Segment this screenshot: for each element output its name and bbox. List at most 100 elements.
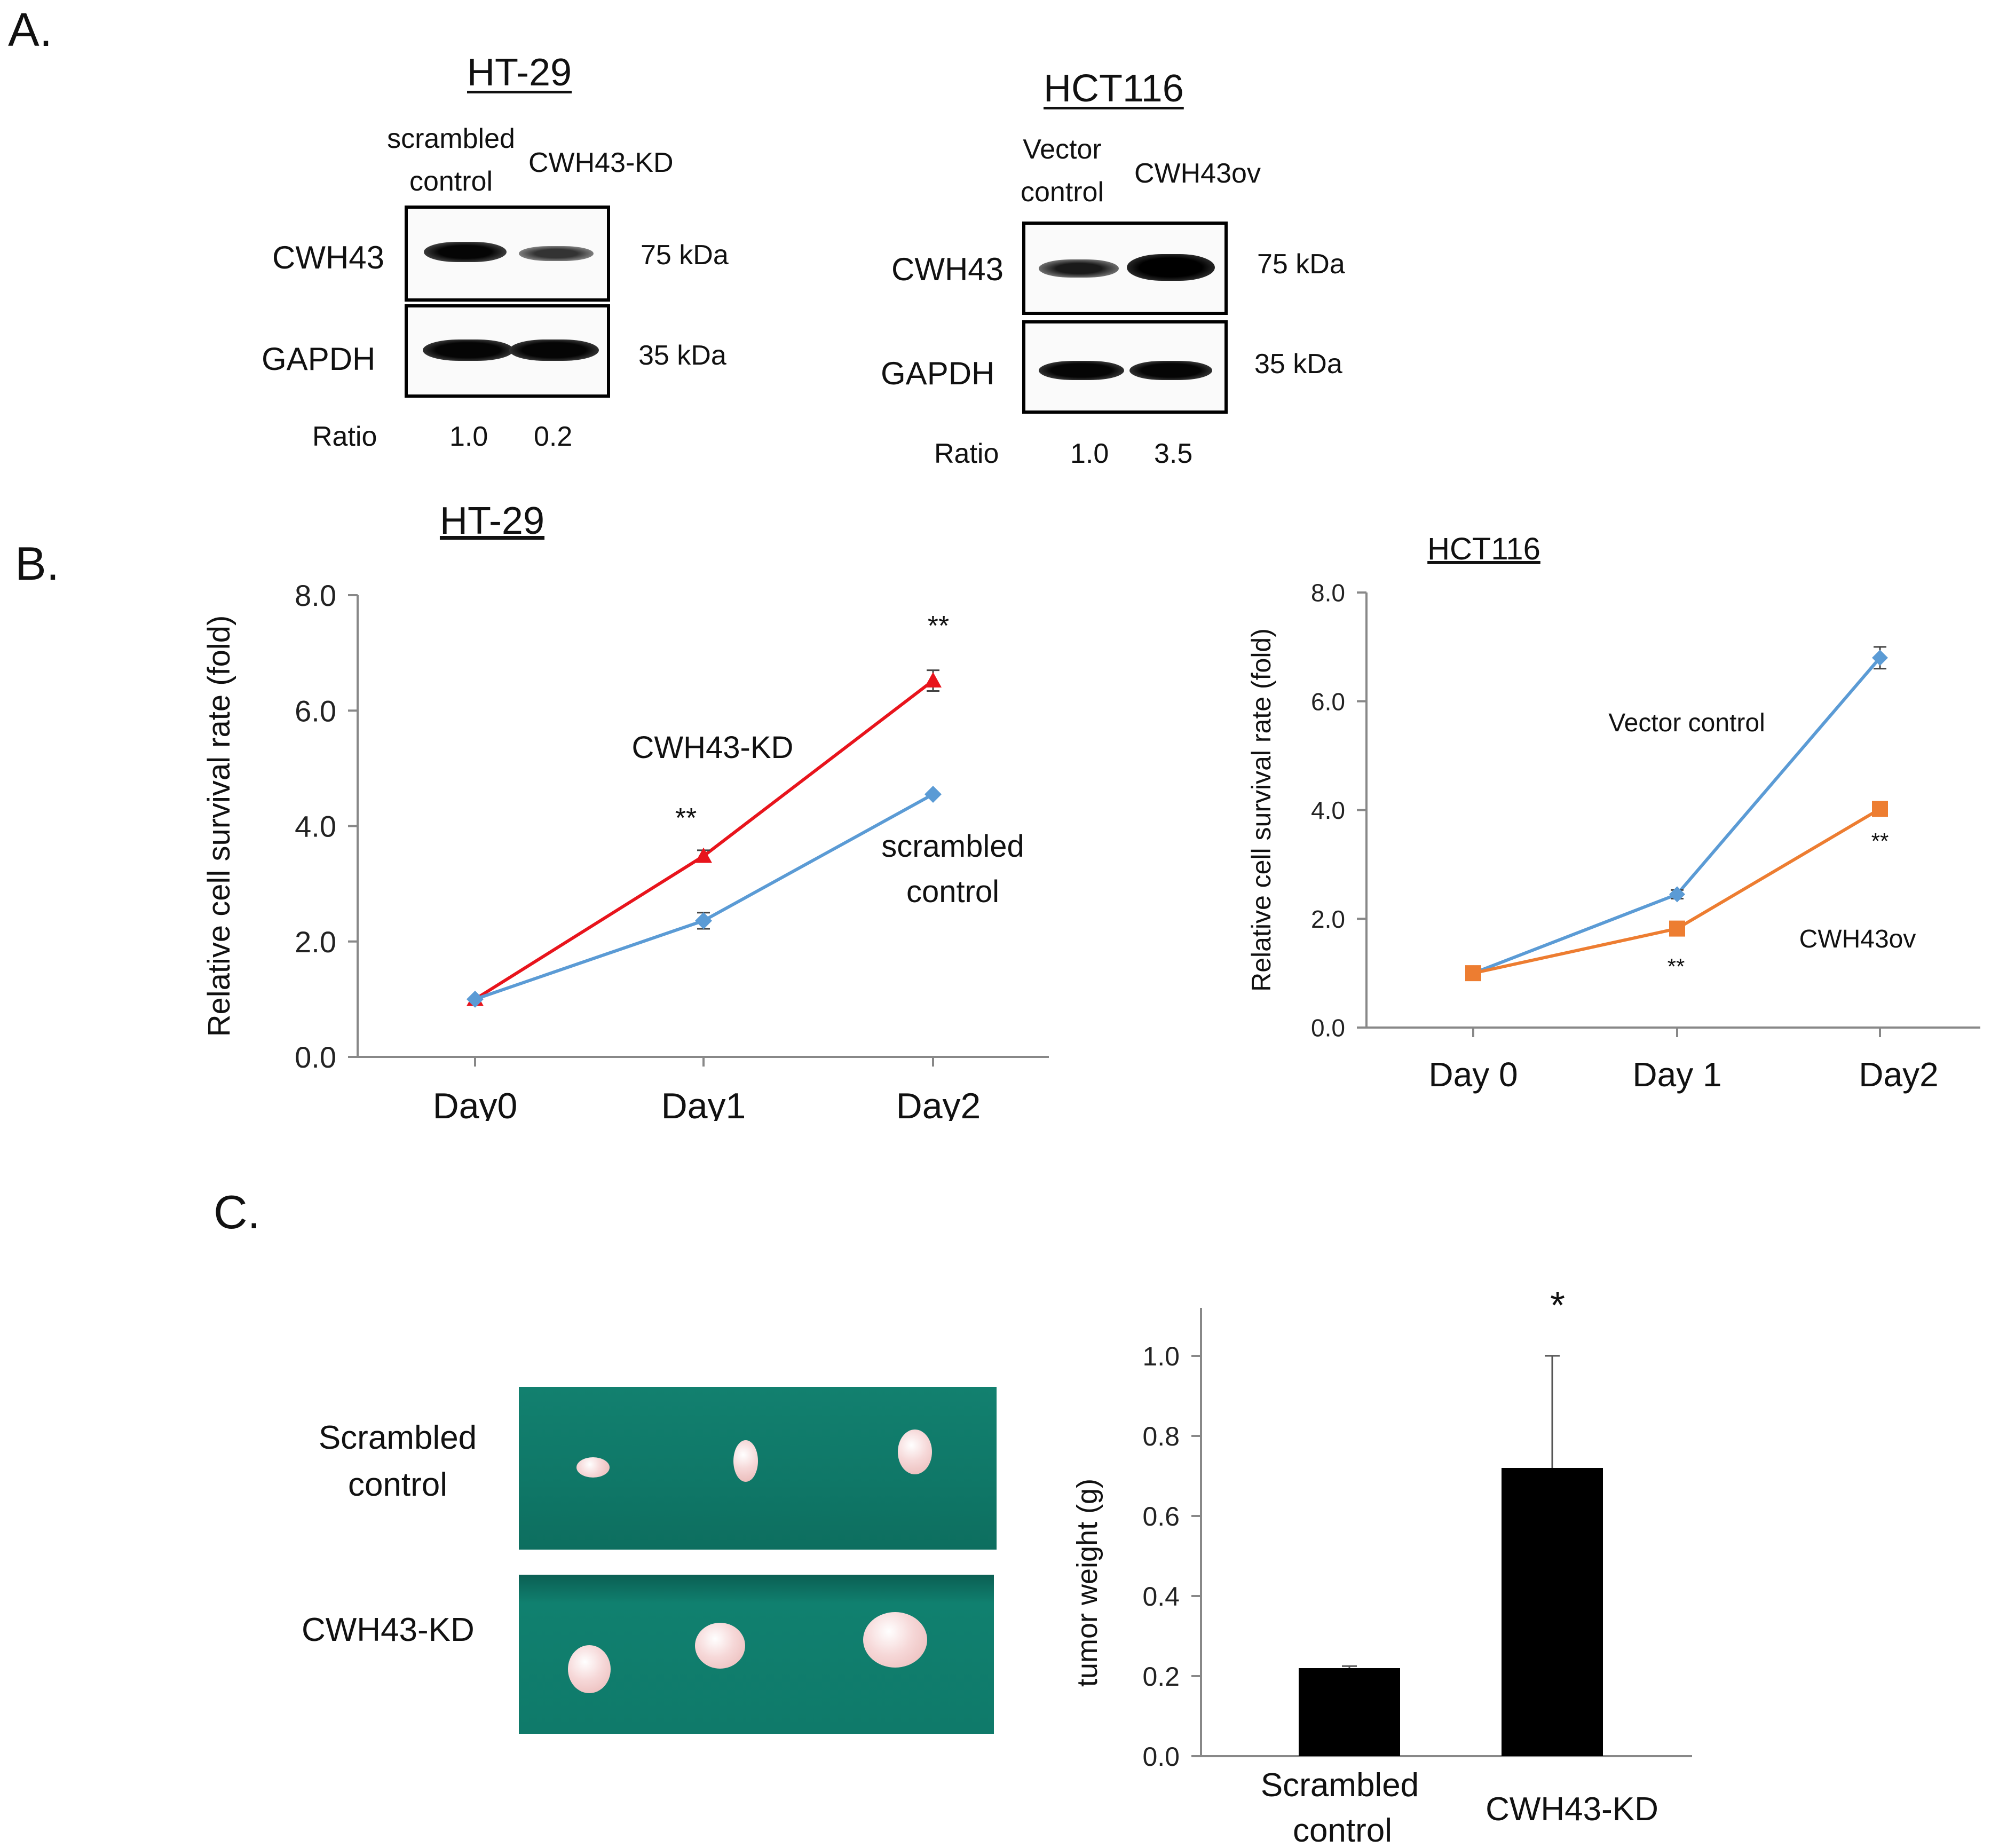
tumor-kd-2: [695, 1623, 745, 1669]
significance-star: *: [1550, 1284, 1565, 1327]
data-point-1-0: [1465, 965, 1481, 982]
photo-label-scrambled-line2: control: [347, 1466, 448, 1503]
y-tick-label: 0.6: [1142, 1502, 1180, 1531]
hct116-lane1-line2: control: [1020, 177, 1104, 208]
hct116-lane1-label: Vector control: [993, 128, 1132, 214]
panel-c-letter: C.: [214, 1186, 260, 1238]
bar-0: [1299, 1668, 1400, 1756]
hct116-ratio-label: Ratio: [934, 438, 999, 469]
y-tick-label: 0.8: [1142, 1421, 1180, 1451]
ht29-lane1-label: scrambled control: [374, 117, 528, 203]
panel-b-letter: B.: [15, 537, 60, 590]
annotation-label: scrambled: [881, 829, 1024, 864]
hct116-ratio1: 1.0: [1070, 438, 1109, 469]
data-point-1-2: [1872, 801, 1888, 817]
y-axis-label: tumor weight (g): [1071, 1479, 1103, 1687]
data-point-1-1: [1669, 920, 1685, 937]
tumor-scrambled-1: [576, 1457, 610, 1478]
ht29-lane1-line2: control: [409, 166, 493, 197]
tumor-kd-1: [568, 1645, 611, 1693]
ht29-row1-label: CWH43: [272, 240, 385, 275]
x-tick-label: CWH43-KD: [1486, 1791, 1658, 1828]
data-point-0-1: [1669, 886, 1685, 903]
y-tick-label: 0.2: [1142, 1662, 1180, 1692]
tumor-scrambled-2: [733, 1440, 758, 1482]
ht29-survival-chart: HT-29 0.0 2.0 4.0 6.0 8.0 Day0 Day1 Day2 Relative…: [202, 500, 1049, 1121]
annotation-label: **: [675, 803, 697, 834]
x-tick-label: Day 0: [1428, 1055, 1518, 1094]
hct116-ratio2: 3.5: [1154, 438, 1193, 469]
data-point-1-1: [695, 912, 712, 929]
tumor-photo-kd: [519, 1575, 994, 1734]
ht29-gapdh-band-kd: [509, 339, 599, 361]
hct116-blot-title: HCT116: [1044, 67, 1184, 110]
hct116-mw1: 75 kDa: [1257, 249, 1345, 280]
annotation-label: control: [906, 874, 999, 909]
data-point-1-0: [467, 990, 484, 1008]
annotation-label: **: [1871, 828, 1889, 854]
x-tick-label: Day2: [896, 1086, 981, 1121]
x-tick-label: Day 1: [1632, 1055, 1721, 1094]
hct116-lane2-label: CWH43ov: [1134, 158, 1261, 189]
hct116-cwh43-band-ov: [1127, 254, 1215, 281]
ht29-row2-label: GAPDH: [262, 341, 376, 377]
ht29-gapdh-blot: [405, 304, 610, 398]
annotation-label: **: [1668, 954, 1685, 979]
data-point-0-2: [925, 672, 942, 688]
ht29-mw1: 75 kDa: [641, 240, 729, 271]
data-point-0-1: [695, 847, 712, 863]
ht29-lane2-label: CWH43-KD: [528, 147, 674, 178]
y-tick-label: 0.0: [295, 1040, 336, 1074]
ht29-cwh43-blot: [405, 206, 610, 302]
annotation-label: CWH43-KD: [632, 730, 794, 765]
x-tick-label: Day0: [433, 1086, 518, 1121]
data-point-0-2: [1872, 650, 1888, 666]
photo-label-scrambled-line1: Scrambled: [318, 1419, 477, 1456]
x-tick-label: Day1: [661, 1086, 746, 1121]
annotation-label: CWH43ov: [1799, 925, 1916, 953]
ht29-ratio1: 1.0: [449, 421, 488, 452]
annotation-label: Vector control: [1608, 709, 1765, 737]
photo-label-scrambled: Scrambled control: [299, 1415, 496, 1509]
y-tick-label: 6.0: [295, 694, 336, 728]
hct116-cwh43-band-vector: [1039, 259, 1119, 278]
hct116-gapdh-band-ov: [1129, 361, 1212, 380]
y-tick-label: 4.0: [1311, 796, 1345, 824]
ht29-cwh43-band-control: [424, 242, 507, 262]
hct116-lane1-line1: Vector: [1023, 134, 1102, 165]
hct116-row2-label: GAPDH: [881, 356, 995, 391]
photo-label-kd: CWH43-KD: [302, 1612, 475, 1648]
tumor-photo-scrambled: [519, 1387, 997, 1550]
y-tick-label: 2.0: [1311, 905, 1345, 933]
y-tick-label: 2.0: [295, 925, 336, 959]
hct116-survival-chart: HCT116 0.0 2.0 4.0 6.0 8.0 Day 0 Day 1 Day2 Relat…: [1246, 532, 1980, 1094]
x-tick-label: Scrambled: [1261, 1767, 1419, 1804]
x-tick-label: control: [1293, 1812, 1392, 1848]
tumor-weight-chart: 0.0 0.2 0.4 0.6 0.8 1.0 tumor weight (g) Scramb…: [1071, 1284, 1692, 1848]
hct116-gapdh-blot: [1022, 320, 1228, 414]
y-axis-label: Relative cell survival rate (fold): [1246, 628, 1276, 992]
chart-title: HT-29: [440, 500, 544, 542]
hct116-cwh43-blot: [1022, 222, 1228, 315]
data-point-1-2: [925, 786, 942, 803]
series-line-0: [474, 679, 934, 1001]
ht29-ratio-label: Ratio: [312, 421, 377, 452]
hct116-row1-label: CWH43: [891, 251, 1004, 287]
bar-1: [1502, 1468, 1603, 1756]
ht29-blot-title: HT-29: [467, 51, 572, 94]
y-tick-label: 0.0: [1142, 1742, 1180, 1772]
tumor-kd-3: [863, 1612, 927, 1668]
y-tick-label: 8.0: [295, 579, 336, 612]
y-tick-label: 6.0: [1311, 688, 1345, 715]
annotation-label: **: [928, 611, 949, 642]
y-tick-label: 0.4: [1142, 1582, 1180, 1612]
tumor-scrambled-3: [898, 1430, 932, 1474]
y-tick-label: 8.0: [1311, 579, 1345, 607]
ht29-gapdh-band-control: [423, 339, 513, 361]
y-axis-label: Relative cell survival rate (fold): [202, 615, 236, 1037]
y-tick-label: 1.0: [1142, 1341, 1180, 1371]
x-tick-label: Day2: [1859, 1055, 1938, 1094]
series-line-1: [475, 793, 934, 1001]
ht29-lane1-line1: scrambled: [387, 123, 515, 154]
ht29-ratio2: 0.2: [534, 421, 573, 452]
